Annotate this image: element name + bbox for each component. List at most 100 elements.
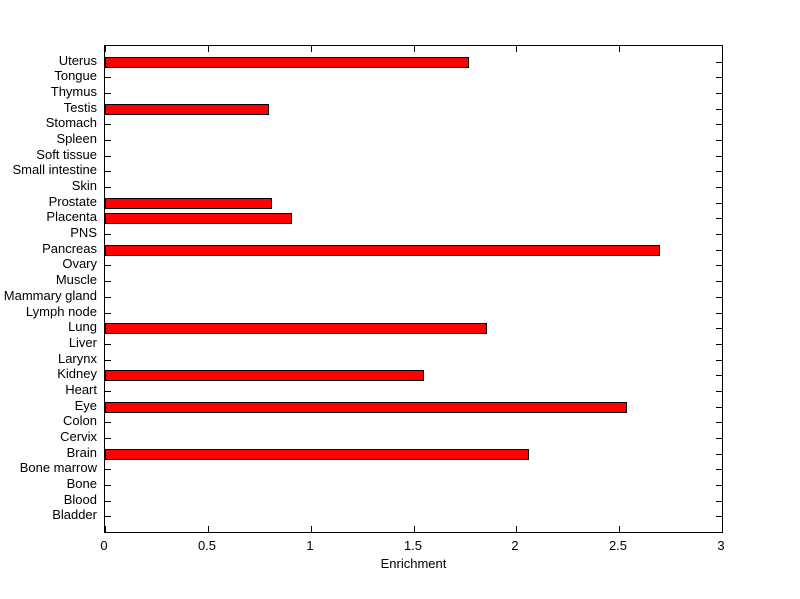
y-tick-right	[716, 313, 722, 314]
x-tick-top	[414, 46, 415, 52]
bar	[105, 198, 272, 209]
bar	[105, 57, 469, 68]
y-tick-label: Heart	[65, 382, 97, 397]
x-tick-label: 2.5	[608, 538, 628, 553]
y-tick-label: Lymph node	[25, 304, 97, 319]
y-tick-right	[716, 93, 722, 94]
x-tick-bottom	[619, 526, 620, 532]
y-tick-right	[716, 469, 722, 470]
y-tick-left	[105, 124, 111, 125]
y-tick-label: Uterus	[58, 53, 97, 68]
y-tick-label: Spleen	[56, 131, 97, 146]
x-tick-label: 1	[306, 538, 314, 553]
y-tick-label: Ovary	[62, 256, 97, 271]
x-tick-label: 1.5	[403, 538, 423, 553]
x-tick-bottom	[105, 526, 106, 532]
y-tick-label: Blood	[63, 492, 97, 507]
y-tick-right	[716, 438, 722, 439]
y-tick-label: Prostate	[48, 194, 97, 209]
y-tick-label: PNS	[70, 225, 97, 240]
y-tick-label: Skin	[71, 178, 97, 193]
y-tick-left	[105, 391, 111, 392]
y-tick-label: Pancreas	[42, 241, 97, 256]
y-tick-right	[716, 77, 722, 78]
y-tick-label: Thymus	[50, 84, 97, 99]
y-tick-label: Soft tissue	[36, 147, 97, 162]
y-tick-label: Stomach	[45, 115, 97, 130]
y-tick-label: Small intestine	[12, 162, 97, 177]
x-tick-label: 3	[717, 538, 725, 553]
y-tick-label: Bone marrow	[19, 460, 97, 475]
y-tick-label: Eye	[74, 398, 97, 413]
x-tick-top	[311, 46, 312, 52]
y-tick-left	[105, 187, 111, 188]
x-tick-top	[619, 46, 620, 52]
x-tick-label: 2	[511, 538, 519, 553]
y-tick-right	[716, 344, 722, 345]
y-tick-right	[716, 124, 722, 125]
y-tick-left	[105, 438, 111, 439]
x-tick-top	[105, 46, 106, 52]
y-tick-label: Placenta	[46, 209, 97, 224]
x-tick-bottom	[722, 526, 723, 532]
y-tick-label: Brain	[66, 445, 97, 460]
y-tick-right	[716, 234, 722, 235]
x-tick-top	[722, 46, 723, 52]
y-tick-left	[105, 422, 111, 423]
y-tick-right	[716, 328, 722, 329]
x-axis-label: Enrichment	[380, 556, 447, 571]
y-tick-left	[105, 93, 111, 94]
y-tick-right	[716, 109, 722, 110]
y-tick-right	[716, 485, 722, 486]
y-tick-label: Bladder	[52, 507, 97, 522]
x-tick-bottom	[208, 526, 209, 532]
y-tick-right	[716, 140, 722, 141]
y-tick-right	[716, 391, 722, 392]
y-tick-right	[716, 516, 722, 517]
x-tick-label: 0	[100, 538, 108, 553]
x-tick-bottom	[311, 526, 312, 532]
y-tick-right	[716, 501, 722, 502]
bar	[105, 104, 269, 115]
bar	[105, 245, 660, 256]
y-tick-left	[105, 265, 111, 266]
y-tick-label: Kidney	[57, 366, 97, 381]
y-tick-label: Tongue	[54, 68, 97, 83]
y-tick-right	[716, 203, 722, 204]
y-tick-label: Colon	[63, 413, 97, 428]
y-tick-label: Liver	[68, 335, 97, 350]
y-tick-left	[105, 77, 111, 78]
y-tick-label: Muscle	[55, 272, 97, 287]
y-tick-right	[716, 250, 722, 251]
y-tick-label: Larynx	[57, 351, 97, 366]
y-tick-right	[716, 187, 722, 188]
x-tick-top	[208, 46, 209, 52]
y-tick-label: Mammary gland	[3, 288, 97, 303]
plot-area	[104, 45, 723, 533]
y-tick-left	[105, 297, 111, 298]
y-tick-right	[716, 265, 722, 266]
y-tick-left	[105, 234, 111, 235]
y-tick-right	[716, 422, 722, 423]
x-tick-bottom	[516, 526, 517, 532]
y-tick-label: Cervix	[60, 429, 97, 444]
x-tick-top	[516, 46, 517, 52]
y-tick-right	[716, 171, 722, 172]
y-tick-left	[105, 469, 111, 470]
bar	[105, 323, 487, 334]
y-tick-left	[105, 171, 111, 172]
y-tick-right	[716, 375, 722, 376]
bar	[105, 370, 424, 381]
y-tick-label: Lung	[68, 319, 97, 334]
bar	[105, 449, 529, 460]
x-tick-label: 0.5	[197, 538, 217, 553]
y-tick-right	[716, 454, 722, 455]
bar	[105, 213, 292, 224]
y-tick-left	[105, 156, 111, 157]
y-tick-left	[105, 501, 111, 502]
y-tick-left	[105, 313, 111, 314]
y-tick-right	[716, 62, 722, 63]
y-tick-left	[105, 516, 111, 517]
y-tick-left	[105, 485, 111, 486]
